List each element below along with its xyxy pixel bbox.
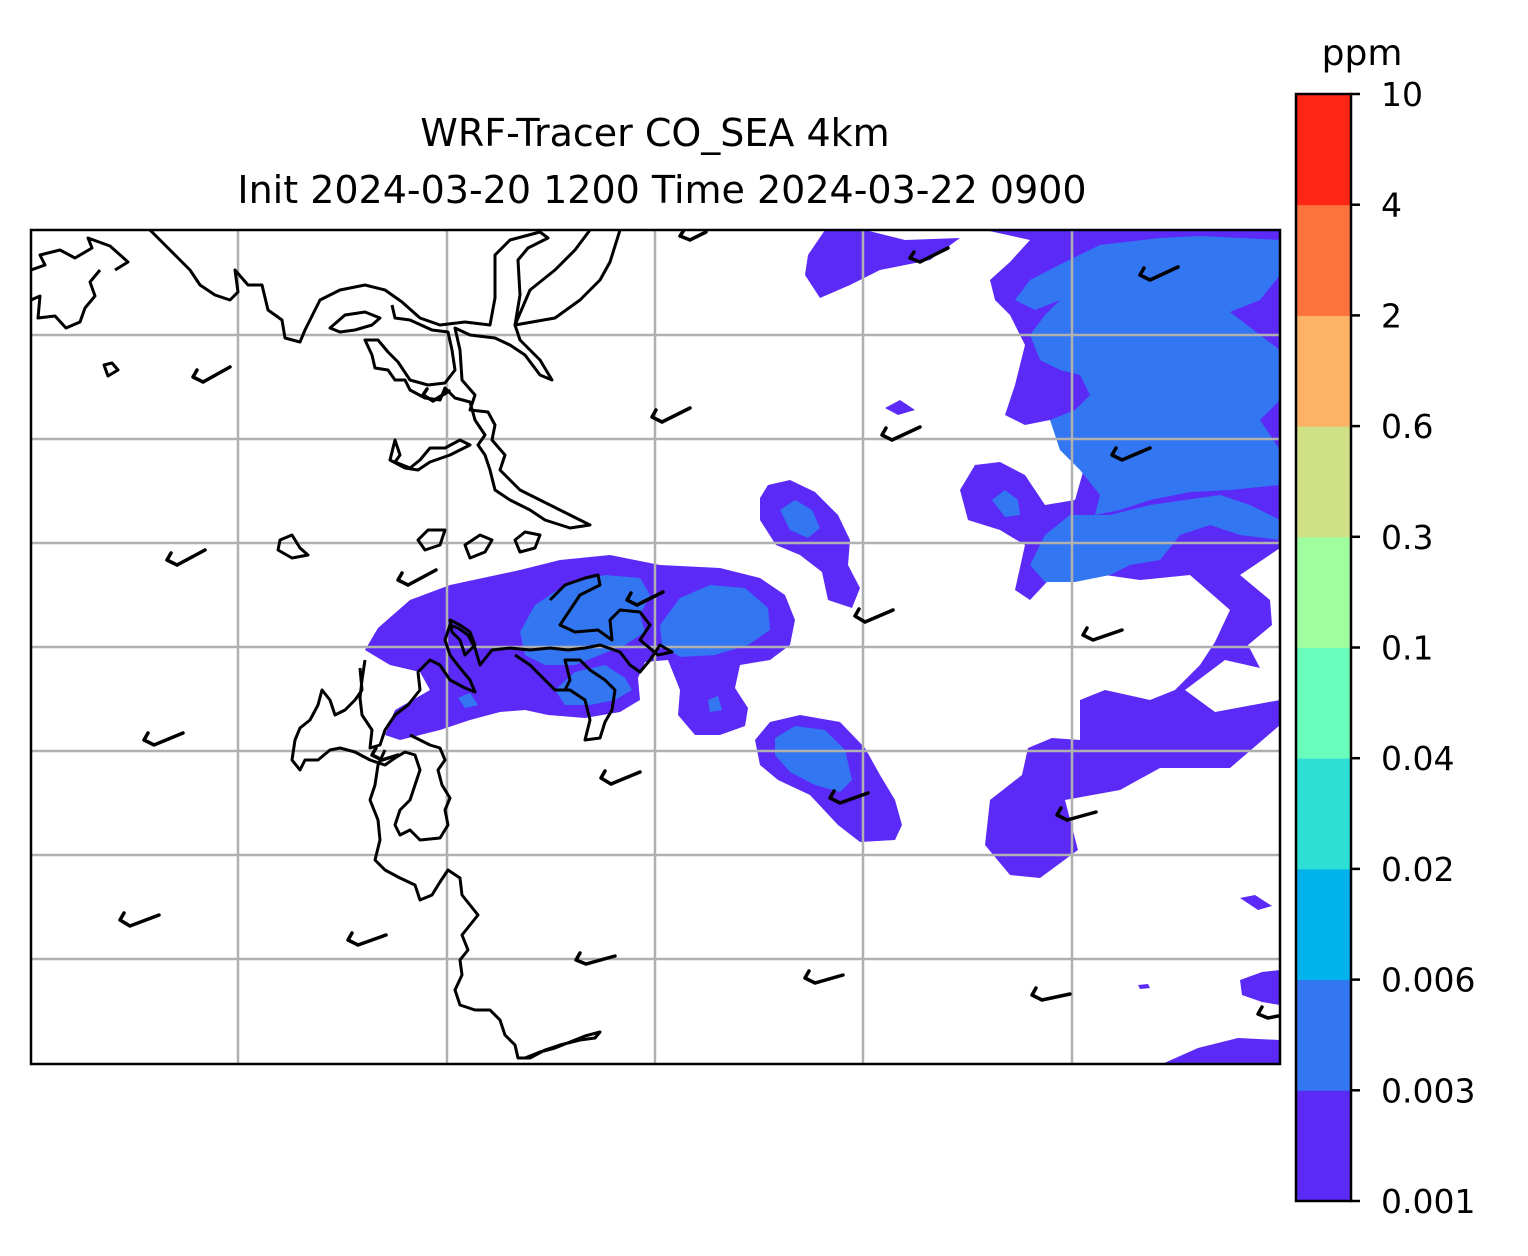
colorbar-tick-label: 0.1 [1381, 629, 1433, 668]
plume-right-lower [1240, 970, 1280, 1005]
colorbar-tick-label: 2 [1381, 296, 1402, 335]
colorbar-unit: ppm [1322, 33, 1403, 74]
colorbar-band [1296, 1090, 1351, 1202]
colorbar-frame [1294, 92, 1353, 1203]
plume-small-right [1240, 895, 1272, 910]
core-right-blob [1130, 330, 1185, 395]
wind-barb [1081, 626, 1124, 642]
plume-bottom-right [1162, 1038, 1280, 1064]
contour-fill-mid [458, 236, 1280, 792]
plume-small-top [885, 400, 915, 415]
plume-small-dot [1138, 984, 1150, 989]
core-center-small [458, 693, 478, 708]
colorbar-band [1296, 94, 1351, 206]
colorbar-band [1296, 979, 1351, 1091]
colorbar-tick-label: 0.006 [1381, 961, 1475, 1000]
wind-barb [650, 406, 692, 424]
wind-barb [165, 548, 207, 567]
wind-barb [828, 789, 870, 805]
wind-barb [191, 365, 232, 384]
coastline-small-bits [388, 438, 542, 560]
core-lower-center [775, 726, 852, 792]
wind-barb [880, 425, 922, 442]
coastline-island-1 [328, 310, 382, 334]
wind-barb [118, 911, 161, 928]
wind-barb [1055, 806, 1098, 822]
colorbar: 0.001 0.003 0.006 0.02 0.04 0.1 0.3 0.6 2 4 10 [1296, 75, 1475, 1221]
coastline-west-peninsula [290, 667, 452, 842]
colorbar-tick-label: 0.04 [1381, 739, 1454, 778]
wind-barb [421, 387, 451, 404]
title-line-1: WRF-Tracer CO_SEA 4km [420, 111, 889, 155]
colorbar-band [1296, 758, 1351, 870]
title-line-2: Init 2024-03-20 1200 Time 2024-03-22 090… [237, 168, 1086, 212]
wind-barb [1110, 446, 1152, 462]
coastline-island-2 [102, 361, 120, 378]
wind-barbs [118, 230, 1280, 1020]
colorbar-band [1296, 536, 1351, 648]
core-center-right [660, 585, 770, 657]
colorbar-tick-label: 0.6 [1381, 407, 1433, 446]
colorbar-band [1296, 315, 1351, 427]
wind-barb [803, 969, 845, 985]
wind-barb [1030, 986, 1072, 1002]
colorbar-tick-label: 0.02 [1381, 850, 1454, 889]
wind-barb [625, 590, 665, 607]
grid-lines [31, 230, 1280, 1064]
colorbar-tick-label: 4 [1381, 186, 1402, 225]
coastline-inner-river [363, 230, 592, 530]
coastline-island-3 [276, 533, 310, 560]
coastline-sound [358, 573, 674, 750]
colorbar-tick-label: 0.003 [1381, 1071, 1475, 1110]
wind-barb [370, 746, 400, 762]
colorbar-tick-label: 0.001 [1381, 1182, 1475, 1221]
core-right-lower [1030, 495, 1280, 582]
coastline-north [31, 230, 622, 344]
wind-barb [599, 769, 642, 786]
wind-barb [678, 230, 708, 242]
coastline-south [368, 749, 602, 1060]
coastlines [31, 230, 674, 1060]
colorbar-band [1296, 647, 1351, 759]
wind-barb [853, 607, 895, 624]
core-top-right [1015, 236, 1280, 515]
colorbar-tick-label: 10 [1381, 75, 1423, 114]
map-frame [29, 228, 1282, 1066]
colorbar-tick-label: 0.3 [1381, 518, 1433, 557]
wind-barb [1256, 1005, 1280, 1020]
colorbar-band [1296, 204, 1351, 316]
colorbar-band [1296, 868, 1351, 981]
core-mid-column [780, 500, 820, 538]
map-area [31, 230, 1280, 1064]
wind-barb [346, 931, 388, 947]
plume-top-center [805, 230, 960, 298]
wind-barb [1138, 265, 1180, 282]
wind-barb [396, 568, 438, 587]
core-small-right [992, 490, 1020, 517]
colorbar-band [1296, 426, 1351, 538]
wind-barb [142, 731, 185, 747]
wind-barb [908, 246, 950, 264]
core-mid-column-2 [708, 696, 722, 712]
wind-barb [574, 951, 617, 966]
